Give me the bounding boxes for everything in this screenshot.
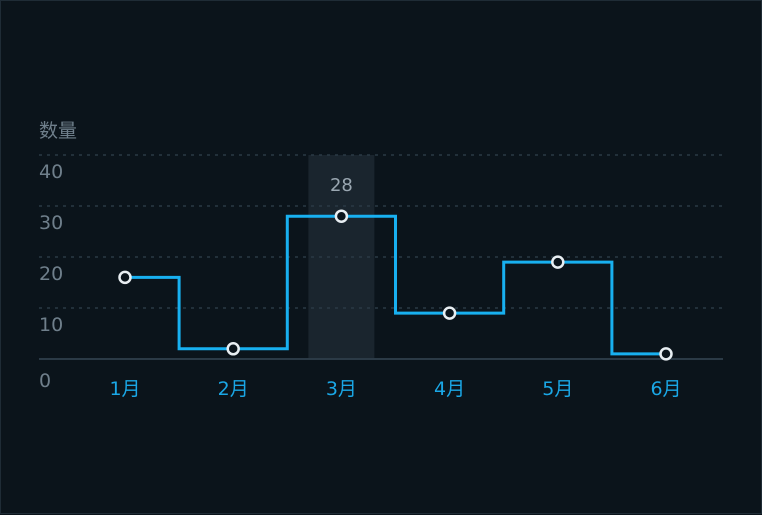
data-point[interactable]: [118, 270, 132, 285]
x-tick-label: 4月: [434, 378, 465, 400]
y-axis-label: 数量: [39, 120, 77, 142]
data-point[interactable]: [226, 342, 240, 356]
data-point[interactable]: [334, 209, 349, 223]
y-tick-label: 30: [39, 212, 63, 234]
data-points: [118, 209, 673, 361]
series-line: [125, 214, 666, 356]
x-tick-label: 3月: [326, 378, 357, 400]
y-tick-label: 10: [39, 314, 63, 336]
x-tick-label: 2月: [218, 378, 249, 400]
data-label: 28: [330, 175, 353, 196]
y-tick-label: 20: [39, 263, 63, 285]
x-tick-label: 5月: [542, 378, 573, 400]
y-tick-label: 0: [39, 370, 51, 392]
y-tick-labels: 0 10 20 30 40: [39, 161, 63, 392]
x-tick-labels: 1月 2月 3月 4月 5月 6月: [109, 378, 681, 400]
grid-lines: [39, 154, 723, 309]
data-point[interactable]: [442, 306, 457, 320]
x-tick-label: 1月: [109, 378, 140, 400]
data-point[interactable]: [659, 347, 673, 361]
y-tick-label: 40: [39, 161, 63, 183]
x-tick-label: 6月: [650, 378, 681, 400]
data-point[interactable]: [551, 255, 565, 269]
